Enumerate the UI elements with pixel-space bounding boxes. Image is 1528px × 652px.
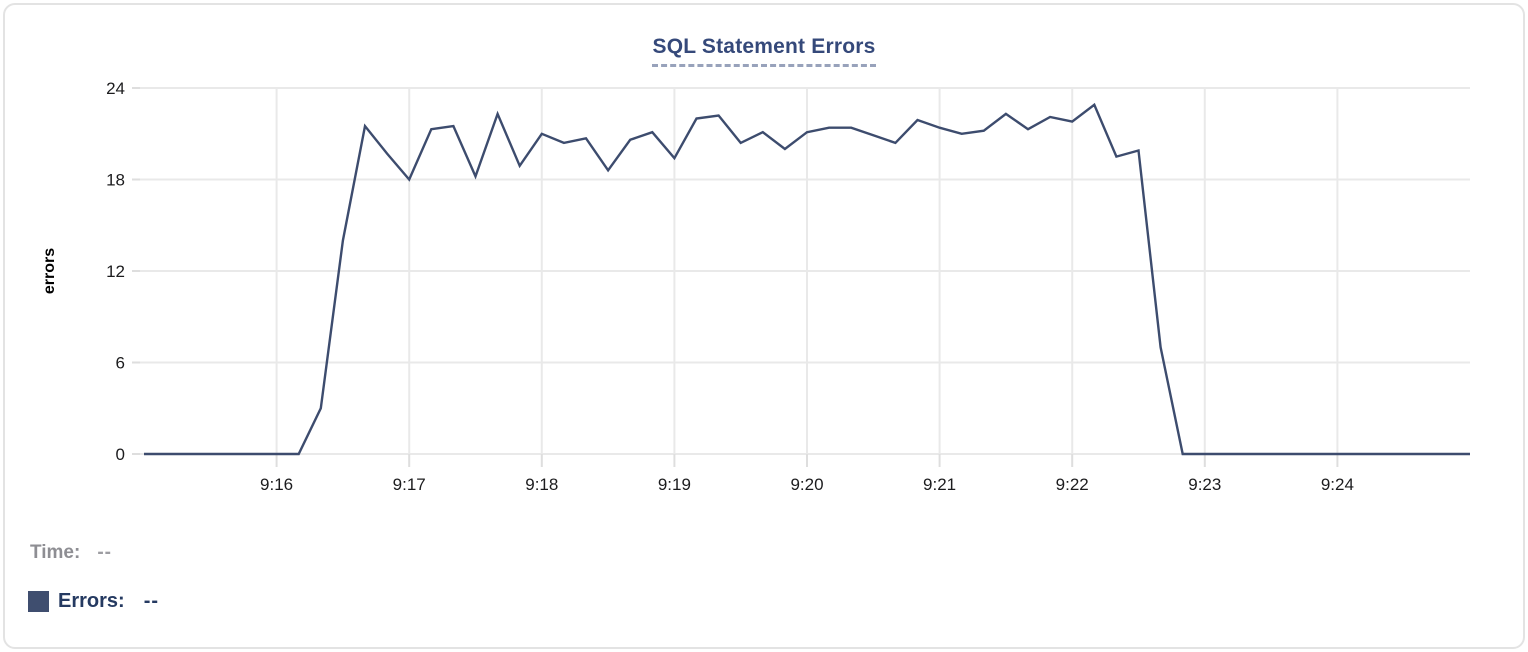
tooltip-time-row: Time: -- — [30, 542, 159, 564]
errors-series-line — [144, 102, 1470, 456]
errors-line-chart[interactable]: 0 6 12 18 24 9:16 9:17 9:18 9:19 9:20 9:21 9:22 9:2… — [5, 5, 1525, 510]
x-tick-label: 9:23 — [1188, 475, 1221, 494]
y-tick-label: 24 — [106, 79, 125, 98]
tooltip-time-value: -- — [97, 542, 112, 563]
tooltip-time-label: Time: — [30, 542, 81, 563]
x-tick-label: 9:22 — [1056, 475, 1089, 494]
axis-tick-marks — [132, 87, 1339, 467]
y-tick-label: 6 — [116, 354, 125, 373]
tooltip-errors-row: Errors: -- — [28, 590, 159, 613]
tooltip-errors-value: -- — [143, 590, 160, 612]
chart-card: 0 6 12 18 24 9:16 9:17 9:18 9:19 9:20 9:21 9:22 9:2… — [3, 3, 1525, 649]
y-axis-label: errors — [41, 248, 58, 294]
y-tick-label: 12 — [106, 262, 125, 281]
y-axis-tick-labels: 0 6 12 18 24 — [106, 79, 125, 464]
x-tick-label: 9:24 — [1321, 475, 1354, 494]
errors-legend-swatch — [28, 591, 49, 612]
tooltip-legend: Time: -- Errors: -- — [28, 542, 159, 613]
vertical-gridlines — [275, 88, 1339, 454]
x-tick-label: 9:19 — [658, 475, 691, 494]
tooltip-errors-label: Errors: — [58, 590, 125, 612]
x-axis-tick-labels: 9:16 9:17 9:18 9:19 9:20 9:21 9:22 9:23 9:24 — [260, 475, 1354, 494]
chart-title[interactable]: SQL Statement Errors — [652, 35, 876, 67]
x-tick-label: 9:16 — [260, 475, 293, 494]
y-tick-label: 18 — [106, 171, 125, 190]
x-tick-label: 9:20 — [790, 475, 823, 494]
x-tick-label: 9:18 — [525, 475, 558, 494]
x-tick-label: 9:21 — [923, 475, 956, 494]
x-tick-label: 9:17 — [393, 475, 426, 494]
y-tick-label: 0 — [116, 445, 125, 464]
